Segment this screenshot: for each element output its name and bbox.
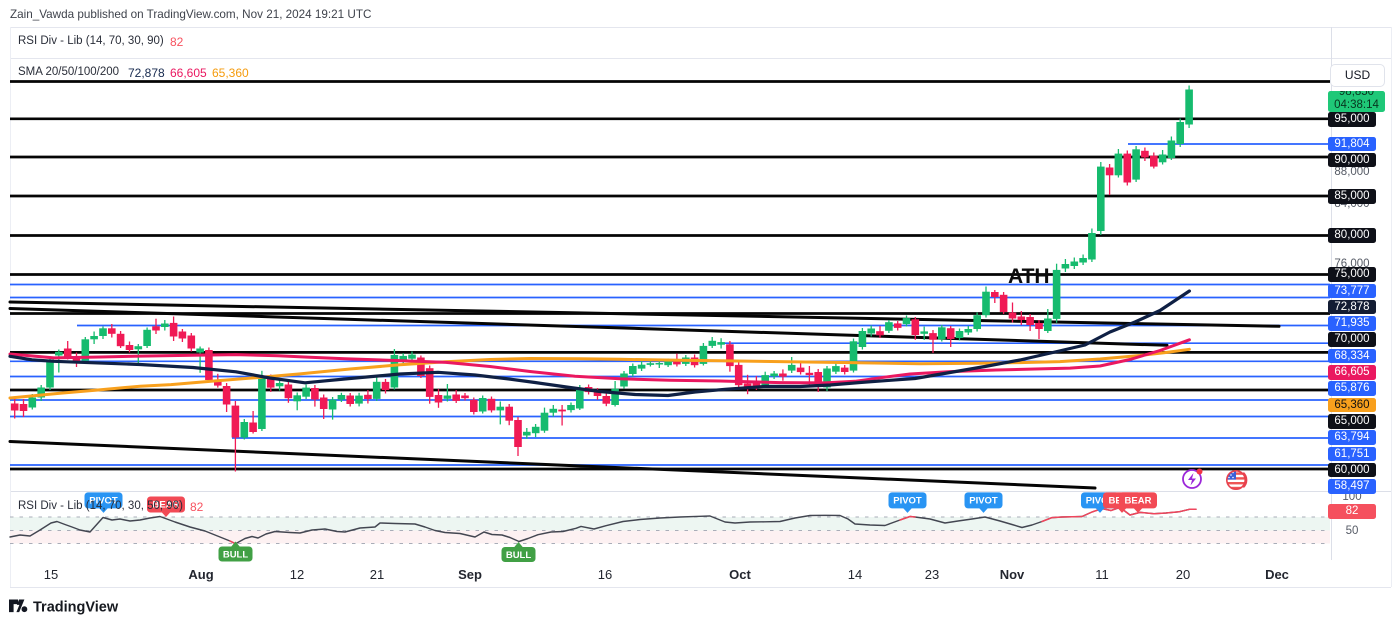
- svg-text:PIVOT: PIVOT: [89, 495, 118, 506]
- svg-text:BEAR: BEAR: [153, 500, 180, 511]
- svg-text:BEAR: BEAR: [1125, 495, 1152, 506]
- svg-text:BULL: BULL: [506, 550, 532, 561]
- svg-text:TradingView: TradingView: [33, 600, 119, 616]
- svg-text:PIVOT: PIVOT: [893, 495, 922, 506]
- svg-text:PIVOT: PIVOT: [969, 495, 998, 506]
- svg-text:BULL: BULL: [223, 550, 249, 561]
- svg-text:PIVOT: PIVOT: [1086, 495, 1115, 506]
